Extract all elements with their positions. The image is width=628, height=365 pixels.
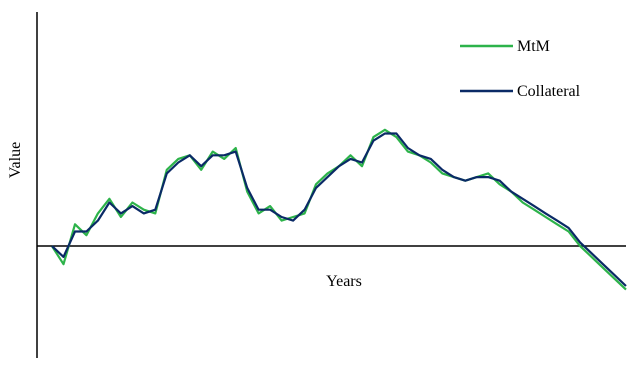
- legend-label-mtm: MtM: [517, 38, 550, 55]
- legend-label-collateral: Collateral: [517, 83, 581, 100]
- legend: MtM Collateral: [460, 38, 581, 100]
- axes: [36, 12, 626, 358]
- y-axis-label: Value: [7, 142, 24, 178]
- series-group: [51, 128, 627, 291]
- series-line-collateral: [51, 132, 627, 287]
- x-axis-label: Years: [326, 273, 362, 290]
